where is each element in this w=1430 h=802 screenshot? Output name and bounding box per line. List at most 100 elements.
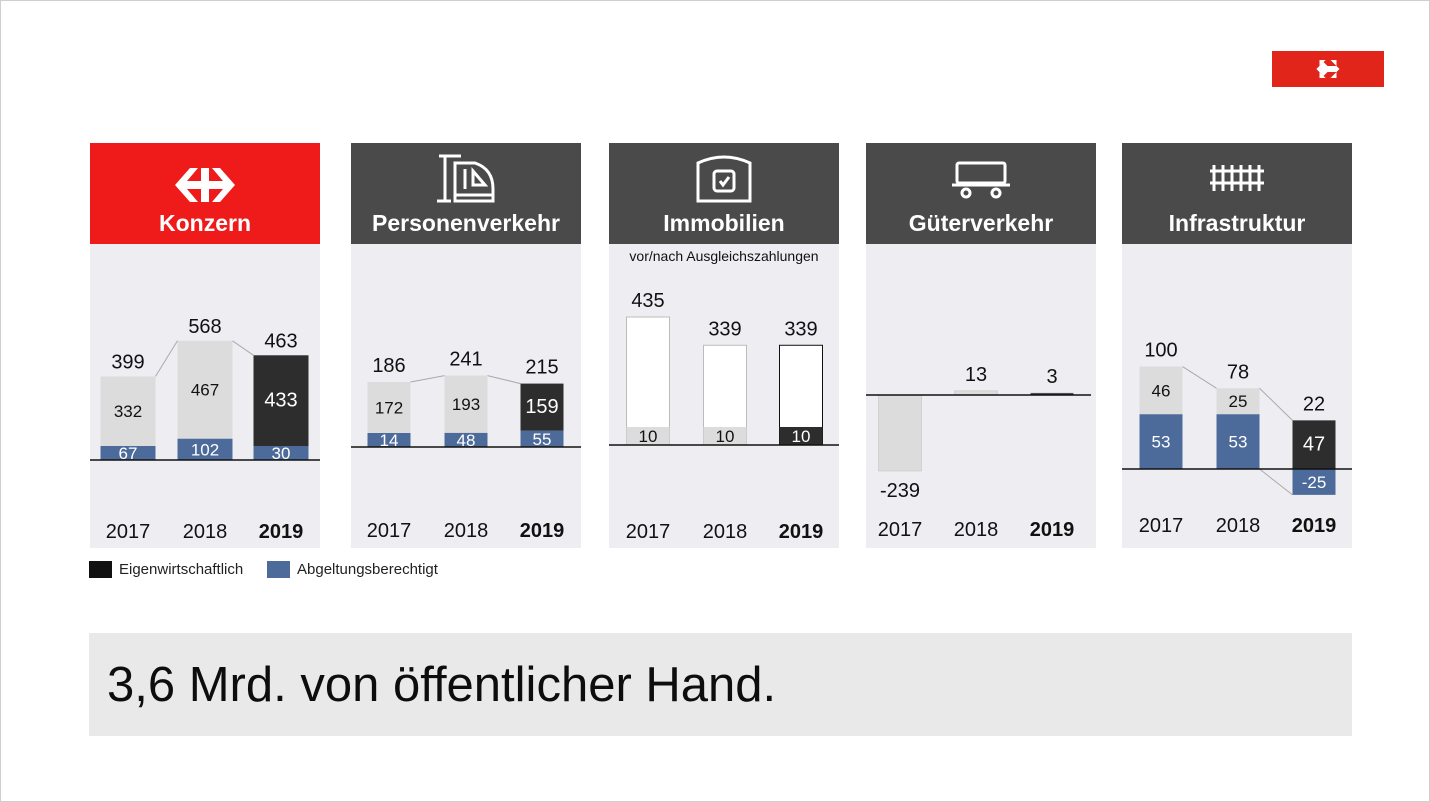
bar-abgeltung [177, 438, 233, 460]
connector-line [1182, 366, 1217, 389]
connector-line [1259, 387, 1293, 421]
value-label-total: 186 [372, 355, 405, 377]
value-label-abgeltung: 55 [533, 430, 552, 449]
tick-label: 2018 [703, 521, 748, 543]
value-label-total: 568 [188, 316, 221, 338]
bar-eigen [444, 375, 488, 433]
value-label-total: 78 [1227, 361, 1249, 383]
bar-inner [626, 427, 670, 445]
bar-eigen [367, 382, 411, 433]
value-label-inner: 10 [792, 427, 811, 446]
value-label: -239 [880, 480, 920, 502]
chart-personenverkehr: 14 172 186 2017 48 193 241 2018 55 159 215 2019 [351, 349, 581, 542]
value-label-eigen: 193 [452, 395, 480, 414]
bar-abgeltung [253, 446, 309, 460]
tick-label: 2019 [1292, 515, 1337, 537]
value-label-eigen: 47 [1303, 434, 1325, 456]
tick-label: 2017 [878, 519, 923, 541]
value-label-abgeltung: 102 [191, 440, 219, 459]
chart-konzern: 67 332 399 2017 102 467 568 2018 30 433 463 2019 [90, 316, 320, 543]
bar-eigen [1139, 366, 1183, 415]
panel-gueterverkehr: Güterverkehr -239 2017 13 2018 3 2019 [866, 143, 1096, 548]
legend-label-eigen: Eigenwirtschaftlich [119, 561, 244, 578]
bar-eigen [100, 376, 156, 446]
sbb-logo [1272, 51, 1384, 87]
train-icon [437, 154, 495, 203]
summary-text: 3,6 Mrd. von öffentlicher Hand. [107, 658, 777, 712]
bar-abgeltung [1292, 469, 1336, 495]
value-label-eigen: 159 [525, 396, 558, 418]
tick-label: 2019 [520, 520, 565, 542]
bar-eigen [1292, 420, 1336, 469]
value-label: 13 [965, 364, 987, 386]
tick-label: 2018 [183, 521, 228, 543]
bar-abgeltung [1216, 414, 1260, 469]
value-label-total: 22 [1303, 393, 1325, 415]
sbb-cross-arrows-icon [1316, 60, 1340, 78]
value-label-eigen: 332 [114, 402, 142, 421]
panel-header: Immobilien [609, 143, 839, 244]
tick-label: 2017 [1139, 515, 1184, 537]
value-label-total: 399 [111, 351, 144, 373]
tick-label: 2019 [779, 521, 824, 543]
panel-header: Güterverkehr [866, 143, 1096, 244]
value-label-total: 339 [784, 318, 817, 340]
chart-infrastruktur: 53 46 100 2017 53 25 78 2018 -25 47 22 2019 [1122, 340, 1352, 537]
panel-title: Konzern [159, 210, 251, 236]
value-label-eigen: 467 [191, 381, 219, 400]
bar-value [878, 394, 922, 472]
bar-eigen [253, 355, 309, 446]
sbb-cross-arrows-icon [175, 168, 235, 202]
bar-eigen [520, 383, 564, 431]
bar-outline [626, 316, 670, 446]
value-label-eigen: 25 [1229, 392, 1248, 411]
panel-title: Güterverkehr [908, 210, 1054, 236]
tick-label: 2017 [367, 520, 412, 542]
tick-label: 2019 [259, 521, 304, 543]
bar-abgeltung [1139, 414, 1183, 469]
value-label-total: 339 [708, 318, 741, 340]
railway-track-icon [1210, 165, 1264, 191]
value-label-abgeltung: 53 [1229, 433, 1248, 452]
connector-line [410, 375, 445, 383]
value-label-abgeltung: 67 [119, 444, 138, 463]
bar-abgeltung [367, 433, 411, 447]
tick-label: 2018 [954, 519, 999, 541]
panel-title: Infrastruktur [1168, 210, 1306, 236]
tick-label: 2017 [106, 521, 151, 543]
value-label-abgeltung: 48 [457, 431, 476, 450]
panel-header: Infrastruktur [1122, 143, 1352, 244]
panel-konzern: Konzern 67 332 399 2017 102 467 568 2018 30 433 46… [90, 143, 320, 548]
value-label-total: 435 [631, 290, 664, 312]
value-label-abgeltung: -25 [1302, 473, 1327, 492]
freight-wagon-icon [952, 161, 1010, 199]
value-label-eigen: 172 [375, 399, 403, 418]
value-label-eigen: 433 [264, 390, 297, 412]
value-label-total: 100 [1144, 340, 1177, 362]
legend-swatch-abgeltung [267, 561, 290, 578]
value-label: 3 [1046, 366, 1057, 388]
panel-subtitle: vor/nach Ausgleichszahlungen [629, 248, 819, 264]
panel-title: Personenverkehr [372, 210, 560, 236]
connector-line [232, 340, 254, 356]
panel-infrastruktur: Infrastruktur 53 46 100 2017 53 25 78 2018 -25 47… [1122, 143, 1352, 548]
chart-immobilien: 10 435 2017 10 339 2018 10 339 2019 [609, 290, 839, 543]
tick-label: 2018 [444, 520, 489, 542]
tick-label: 2018 [1216, 515, 1261, 537]
connector-line [1259, 468, 1293, 496]
bar-inner [779, 427, 823, 445]
value-label-total: 215 [525, 357, 558, 379]
connector-line [155, 340, 178, 377]
value-label-eigen: 46 [1152, 381, 1171, 400]
panel-header: Konzern [90, 143, 320, 244]
value-label-total: 241 [449, 349, 482, 371]
bar-abgeltung [100, 445, 156, 460]
summary-banner: 3,6 Mrd. von öffentlicher Hand. [89, 633, 1352, 736]
bar-abgeltung [444, 432, 488, 447]
legend-swatch-eigen [89, 561, 112, 578]
panel-immobilien: Immobilien vor/nach Ausgleichszahlungen … [609, 143, 839, 548]
bar-abgeltung [520, 430, 564, 447]
connector-line [487, 375, 521, 385]
panel-title: Immobilien [663, 210, 785, 236]
value-label-abgeltung: 14 [380, 431, 399, 450]
